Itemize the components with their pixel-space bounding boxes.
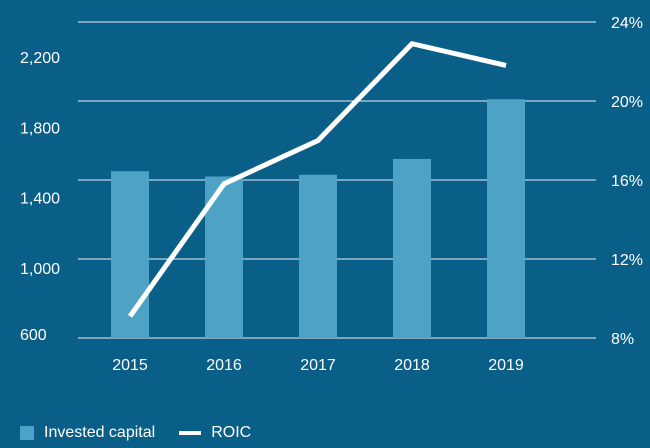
legend-item-roic: ROIC [179, 424, 251, 442]
right-axis-tick-label: 8% [611, 331, 634, 348]
right-axis-tick-label: 20% [611, 94, 643, 111]
left-axis-tick-label: 1,400 [20, 191, 60, 208]
right-axis-tick-label: 16% [611, 173, 643, 190]
x-axis-tick-label: 2017 [300, 357, 336, 374]
legend-label-invested-capital: Invested capital [44, 424, 156, 441]
x-axis-tick-label: 2016 [206, 357, 242, 374]
x-axis-tick-label: 2015 [112, 357, 148, 374]
x-axis-tick-label: 2019 [488, 357, 524, 374]
x-axis-tick-label: 2018 [394, 357, 430, 374]
left-axis-tick-label: 1,000 [20, 261, 60, 278]
legend: Invested capital ROIC [20, 424, 275, 442]
bar-invested-capital [111, 171, 149, 338]
bar-invested-capital [487, 99, 525, 338]
left-axis-tick-label: 2,200 [20, 50, 60, 67]
legend-swatch-bar [20, 426, 34, 440]
left-axis-tick-label: 1,800 [20, 120, 60, 137]
right-axis-tick-label: 24% [611, 15, 643, 32]
right-axis-tick-label: 12% [611, 252, 643, 269]
left-axis-tick-label: 600 [20, 327, 47, 344]
bar-invested-capital [299, 174, 337, 338]
bar-invested-capital [393, 158, 431, 338]
legend-swatch-line [179, 431, 202, 435]
legend-item-invested-capital: Invested capital [20, 424, 155, 442]
legend-label-roic: ROIC [211, 424, 252, 441]
